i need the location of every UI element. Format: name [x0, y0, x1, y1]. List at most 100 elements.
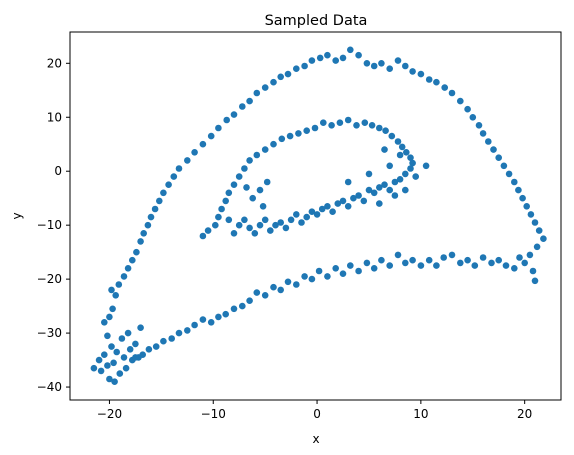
- data-point: [152, 343, 160, 350]
- data-point: [191, 149, 198, 156]
- data-point: [516, 254, 523, 261]
- data-point: [318, 205, 326, 213]
- data-point: [261, 146, 269, 153]
- data-point: [441, 84, 449, 91]
- data-point: [160, 189, 167, 197]
- data-point: [222, 197, 229, 205]
- data-point: [144, 221, 152, 229]
- data-point: [320, 119, 327, 126]
- data-point: [363, 259, 371, 267]
- data-point: [533, 243, 541, 251]
- x-tick-label: −10: [201, 407, 226, 421]
- data-point: [112, 292, 119, 299]
- data-point: [298, 219, 305, 226]
- data-point: [355, 51, 362, 59]
- data-point: [207, 132, 215, 140]
- data-point: [529, 267, 537, 275]
- data-point: [370, 265, 378, 272]
- data-point: [199, 316, 207, 323]
- data-point: [409, 68, 416, 75]
- data-point: [239, 103, 246, 110]
- data-point: [464, 256, 471, 264]
- data-point: [353, 122, 360, 129]
- data-point: [540, 235, 547, 242]
- data-point: [270, 283, 277, 291]
- data-point: [301, 62, 308, 70]
- data-point: [417, 262, 425, 269]
- data-point: [132, 340, 139, 348]
- data-point: [505, 170, 513, 178]
- data-point: [495, 256, 503, 264]
- data-point: [95, 356, 103, 364]
- data-point: [270, 78, 277, 86]
- data-point: [457, 259, 464, 267]
- data-point: [448, 89, 456, 97]
- data-point: [469, 114, 477, 121]
- data-point: [110, 359, 117, 367]
- data-point: [347, 262, 354, 269]
- y-tick-label: −40: [37, 380, 62, 394]
- data-point: [324, 51, 331, 59]
- x-tick-label: 0: [313, 407, 321, 421]
- data-point: [104, 332, 111, 340]
- data-point: [344, 203, 352, 210]
- x-tick-label: −20: [97, 407, 122, 421]
- data-point: [267, 227, 274, 234]
- data-point: [515, 186, 522, 194]
- data-point: [409, 256, 416, 264]
- data-point: [531, 219, 539, 226]
- data-point: [101, 351, 108, 359]
- x-axis: −20 −10 0 10 20: [97, 400, 532, 421]
- data-point: [106, 375, 113, 383]
- data-point: [344, 116, 352, 124]
- data-point: [386, 162, 394, 170]
- data-point: [355, 192, 362, 199]
- y-tick-label: −20: [37, 272, 62, 286]
- data-point: [160, 337, 167, 345]
- data-point: [402, 170, 409, 178]
- data-point: [303, 213, 311, 221]
- data-point: [168, 335, 175, 342]
- data-point: [365, 186, 373, 194]
- data-point: [215, 124, 222, 132]
- data-point: [256, 186, 264, 194]
- y-tick-label: 0: [54, 164, 62, 178]
- data-point: [370, 62, 378, 70]
- data-point: [502, 262, 510, 269]
- x-tick-label: 10: [413, 407, 428, 421]
- data-point: [311, 124, 319, 132]
- data-point: [324, 203, 331, 210]
- data-point: [433, 78, 440, 86]
- data-point: [526, 251, 534, 259]
- data-point: [278, 135, 286, 143]
- data-point: [457, 97, 464, 105]
- data-point: [376, 184, 383, 191]
- data-point: [412, 173, 420, 180]
- data-point: [417, 70, 425, 78]
- data-point: [488, 259, 495, 267]
- scatter-points: [90, 46, 547, 386]
- data-point: [239, 302, 246, 310]
- data-point: [204, 227, 212, 234]
- data-point: [235, 173, 243, 180]
- data-point: [284, 70, 292, 78]
- data-point: [277, 286, 285, 294]
- data-point: [286, 132, 294, 140]
- data-point: [519, 194, 526, 202]
- data-point: [184, 157, 191, 164]
- data-point: [433, 262, 440, 269]
- x-tick-label: 20: [517, 407, 532, 421]
- data-point: [500, 162, 508, 170]
- data-point: [308, 208, 316, 215]
- data-point: [324, 273, 331, 280]
- data-point: [376, 200, 383, 207]
- data-point: [230, 111, 238, 118]
- data-point: [277, 73, 285, 81]
- data-point: [485, 138, 492, 145]
- data-point: [132, 354, 139, 361]
- data-point: [156, 197, 163, 205]
- data-point: [140, 230, 147, 237]
- data-point: [378, 60, 385, 67]
- data-point: [308, 57, 316, 64]
- data-point: [479, 254, 487, 261]
